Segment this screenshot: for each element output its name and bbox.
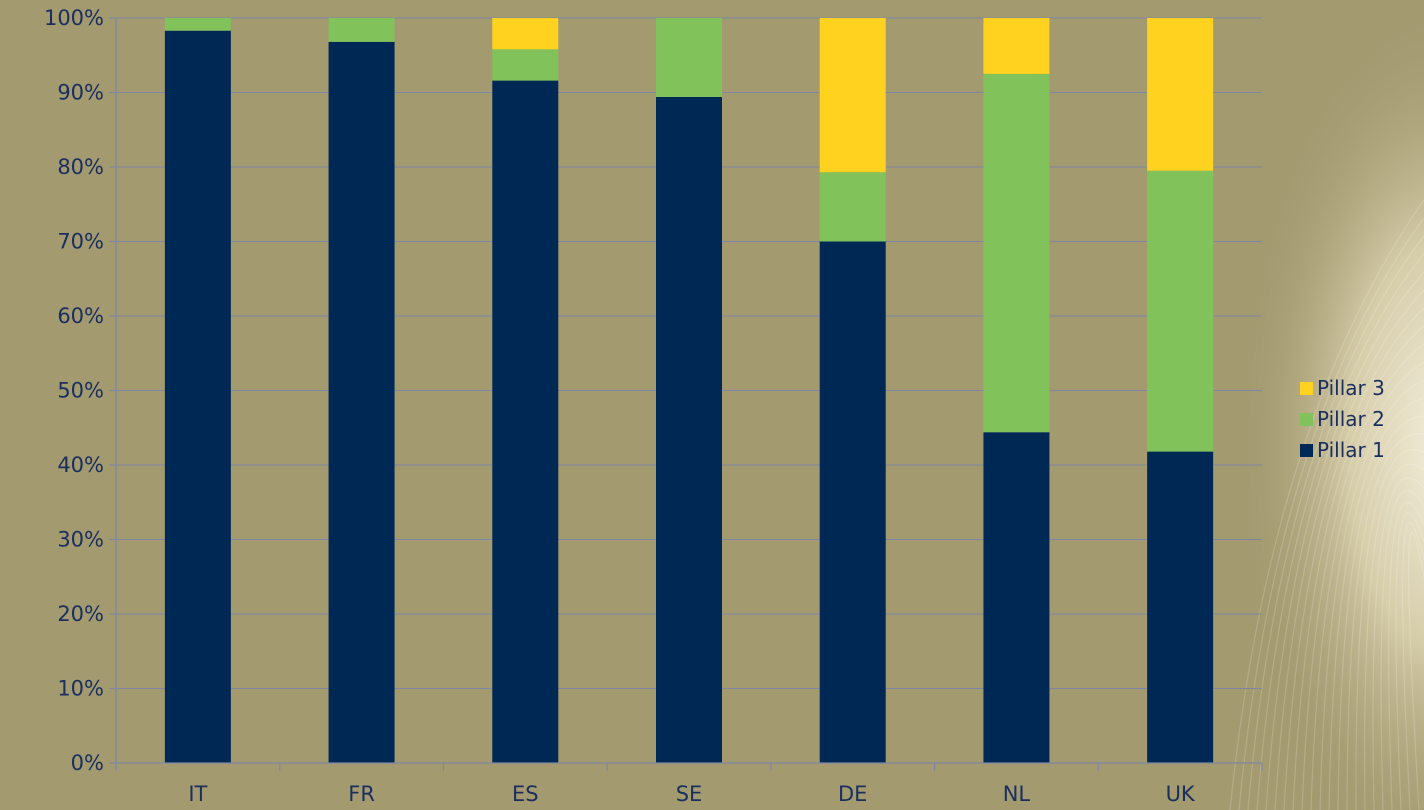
bar-de-pillar-2 <box>819 172 886 242</box>
bar-fr-pillar-1 <box>328 41 395 763</box>
x-tick-label: UK <box>1166 782 1196 806</box>
bar-nl-pillar-1 <box>983 432 1050 763</box>
legend-label-pillar-1: Pillar 1 <box>1317 438 1385 462</box>
bar-es-pillar-1 <box>492 80 559 763</box>
background-arc <box>1301 343 1424 810</box>
background-arc <box>1395 512 1424 810</box>
y-tick-label: 20% <box>57 602 104 626</box>
background-arc <box>1256 253 1424 810</box>
bar-de-pillar-1 <box>819 241 886 763</box>
background-arc <box>1346 432 1424 810</box>
bar-se-pillar-2 <box>656 18 722 97</box>
background-arc <box>1372 477 1424 810</box>
background-arc <box>1401 522 1424 810</box>
y-tick-label: 40% <box>57 453 104 477</box>
background-arc <box>1408 531 1424 810</box>
bar-fr-pillar-2 <box>328 18 395 42</box>
background-arc <box>1337 415 1424 810</box>
x-tick-label: NL <box>1003 782 1031 806</box>
y-tick-label: 100% <box>44 6 104 30</box>
bar-de-pillar-3 <box>819 18 886 173</box>
y-tick-label: 60% <box>57 304 104 328</box>
bars <box>164 18 1214 764</box>
x-tick-label: IT <box>188 782 207 806</box>
legend: Pillar 3 Pillar 2 Pillar 1 <box>1300 376 1385 462</box>
background-arc <box>1355 449 1424 810</box>
background-arc <box>1229 199 1424 810</box>
x-tick-label: ES <box>512 782 539 806</box>
background-arc <box>1283 307 1424 810</box>
legend-swatch-pillar-2 <box>1300 413 1313 426</box>
background-arc <box>1319 379 1424 810</box>
background-arc <box>1292 325 1424 810</box>
axes <box>109 17 1263 771</box>
legend-swatch-pillar-1 <box>1300 444 1313 457</box>
y-tick-label: 90% <box>57 81 104 105</box>
background-arc <box>1274 289 1424 810</box>
bar-nl-pillar-2 <box>983 73 1050 433</box>
tick-labels: 0% 10% 20% 30% 40% 50% 60% 70% 80% 90% 100% IT FR ES S… <box>44 6 1196 806</box>
bar-it-pillar-2 <box>164 18 231 31</box>
bar-es-pillar-3 <box>492 18 559 50</box>
bar-uk-pillar-3 <box>1147 18 1214 171</box>
bar-uk-pillar-2 <box>1147 170 1214 452</box>
x-tick-label: FR <box>348 782 375 806</box>
y-tick-label: 50% <box>57 379 104 403</box>
background-arc <box>1380 489 1424 810</box>
y-tick-label: 80% <box>57 155 104 179</box>
bar-nl-pillar-3 <box>983 18 1050 74</box>
background-decoration <box>1229 199 1424 810</box>
background-arc <box>1310 361 1424 810</box>
background-arc <box>1388 501 1424 810</box>
x-tick-label: DE <box>838 782 867 806</box>
background-arc <box>1364 463 1424 810</box>
legend-swatch-pillar-3 <box>1300 382 1313 395</box>
x-tick-label: SE <box>676 782 703 806</box>
background-arc <box>1238 217 1424 810</box>
y-tick-label: 0% <box>71 751 104 775</box>
y-tick-label: 70% <box>57 230 104 254</box>
background-arc <box>1328 397 1424 810</box>
background-arc <box>1265 271 1424 810</box>
bar-es-pillar-2 <box>492 49 559 81</box>
legend-label-pillar-2: Pillar 2 <box>1317 407 1385 431</box>
legend-label-pillar-3: Pillar 3 <box>1317 376 1385 400</box>
background-swirl <box>1050 0 1424 810</box>
y-tick-label: 30% <box>57 528 104 552</box>
bar-it-pillar-1 <box>164 30 231 764</box>
bar-se-pillar-1 <box>656 96 722 764</box>
bar-uk-pillar-1 <box>1147 451 1214 763</box>
background-arc <box>1247 235 1424 810</box>
y-tick-label: 10% <box>57 677 104 701</box>
